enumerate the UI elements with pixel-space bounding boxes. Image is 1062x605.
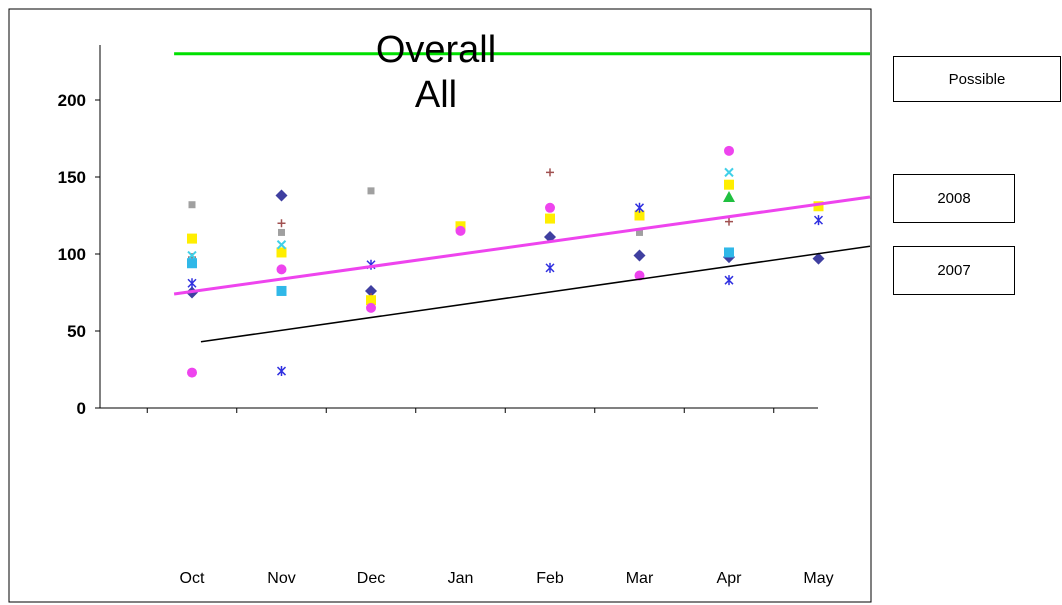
trend-lines: [173, 52, 871, 343]
x-tick-label: Nov: [267, 570, 295, 587]
data-point: [634, 270, 645, 281]
x-tick-label: Apr: [717, 570, 743, 587]
legend-item-possible: Possible: [893, 56, 1061, 102]
data-point: [545, 262, 555, 273]
y-tick-label: 0: [77, 399, 86, 418]
x-tick-label: Mar: [626, 570, 654, 587]
data-point: [276, 240, 287, 250]
chart-title-line: All: [415, 74, 457, 116]
data-point: [723, 191, 735, 203]
data-point: [636, 228, 643, 236]
data-point: [278, 228, 285, 236]
legend-item-2008: 2008: [893, 174, 1015, 223]
x-tick-label: May: [803, 570, 833, 587]
data-point: [455, 225, 466, 236]
y-tick-label: 200: [58, 91, 86, 110]
trend-line-2008: [173, 195, 871, 296]
legend-label-possible: Possible: [948, 70, 1006, 88]
data-point: [725, 217, 733, 226]
data-point: [724, 145, 734, 156]
data-point: [276, 366, 287, 377]
data-point: [187, 367, 197, 378]
data-point: [365, 284, 377, 297]
data-point: [546, 168, 554, 177]
data-point: [188, 201, 196, 209]
data-point: [187, 278, 197, 289]
chart-title-line: Overall: [376, 29, 496, 71]
plot-frame: [8, 8, 872, 603]
y-tick-label: 100: [58, 245, 86, 264]
data-point: [724, 179, 734, 190]
data-point: [724, 275, 734, 286]
data-point: [633, 249, 646, 262]
legend-label-2008: 2008: [937, 190, 971, 207]
data-point: [277, 219, 286, 228]
axes: 0 50 100 150 200 Oct Nov Dec Jan Feb Mar Apr May: [58, 45, 834, 587]
trend-line-2007: [200, 245, 871, 343]
data-point: [724, 247, 734, 258]
data-point: [366, 295, 376, 306]
data-point: [366, 302, 376, 313]
data-point: [367, 187, 375, 195]
data-point: [545, 213, 555, 224]
data-point: [187, 258, 197, 269]
data-point: [813, 215, 824, 226]
data-point: [275, 189, 288, 202]
data-point: [724, 167, 734, 178]
x-tick-label: Jan: [448, 570, 474, 587]
data-point: [276, 285, 287, 296]
y-tick-label: 50: [67, 322, 86, 341]
series-layer: [186, 145, 825, 378]
x-tick-label: Feb: [536, 570, 564, 587]
x-tick-label: Dec: [357, 570, 385, 587]
data-point: [187, 233, 197, 244]
y-tick-label: 150: [58, 168, 86, 187]
data-point: [634, 210, 645, 221]
data-point: [187, 250, 197, 261]
data-point: [634, 202, 645, 213]
x-tick-label: Oct: [180, 570, 205, 587]
data-point: [276, 247, 287, 258]
data-point: [276, 264, 287, 275]
data-point: [545, 202, 555, 213]
data-point: [813, 201, 824, 212]
legend-label-2007: 2007: [937, 262, 971, 279]
legend-item-2007: 2007: [893, 246, 1015, 295]
data-point: [812, 252, 825, 265]
